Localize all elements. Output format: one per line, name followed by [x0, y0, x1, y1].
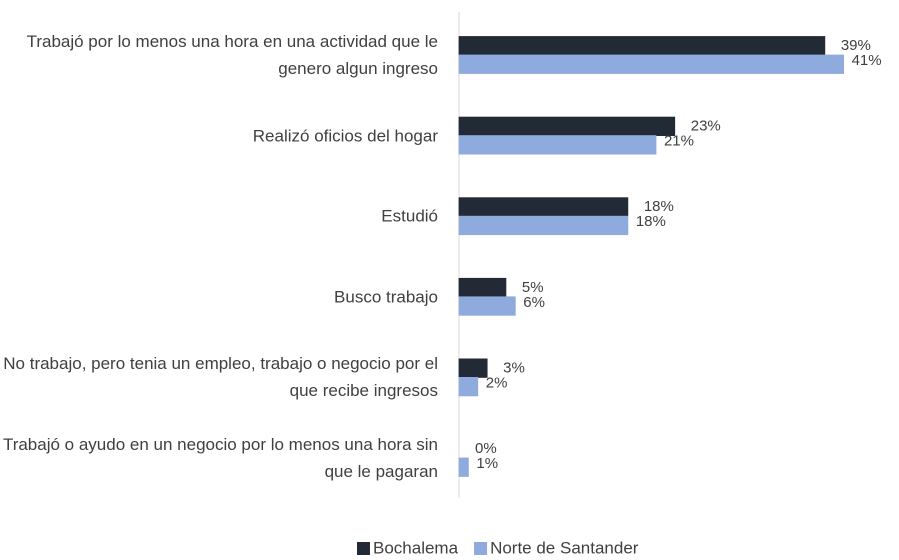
bar	[458, 36, 826, 56]
legend-swatch	[357, 542, 370, 555]
data-label: 1%	[476, 455, 498, 472]
data-label: 18%	[644, 198, 674, 215]
bar	[458, 135, 657, 155]
category-label: Realizó oficios del hogar	[252, 126, 438, 146]
data-label: 21%	[664, 133, 694, 150]
category-label: Trabajó o ayudo en un negocio por lo men…	[2, 435, 438, 481]
bar	[458, 54, 844, 74]
data-label: 41%	[852, 52, 882, 69]
bar	[458, 215, 629, 236]
data-label: 39%	[841, 37, 871, 54]
bar	[458, 358, 488, 378]
legend-label: Bochalema	[373, 538, 459, 557]
data-label: 23%	[691, 118, 721, 135]
legend-swatch	[474, 542, 488, 555]
data-label: 2%	[486, 374, 508, 391]
bar	[458, 376, 479, 397]
category-label: No trabajo, pero tenia un empleo, trabaj…	[3, 354, 438, 401]
category-label: Estudió	[381, 206, 438, 226]
data-label: 18%	[636, 213, 666, 230]
bar	[458, 457, 469, 477]
category-label: Trabajó por lo menos una hora en una act…	[26, 32, 438, 78]
data-label: 5%	[522, 279, 544, 296]
bar	[458, 296, 516, 316]
bar	[458, 197, 629, 217]
data-label: 6%	[523, 294, 545, 311]
bar	[458, 116, 676, 136]
data-label: 0%	[475, 440, 497, 457]
legend-label: Norte de Santander	[490, 538, 639, 557]
category-label: Busco trabajo	[334, 287, 438, 307]
data-label: 3%	[503, 359, 525, 376]
bar	[458, 277, 507, 298]
